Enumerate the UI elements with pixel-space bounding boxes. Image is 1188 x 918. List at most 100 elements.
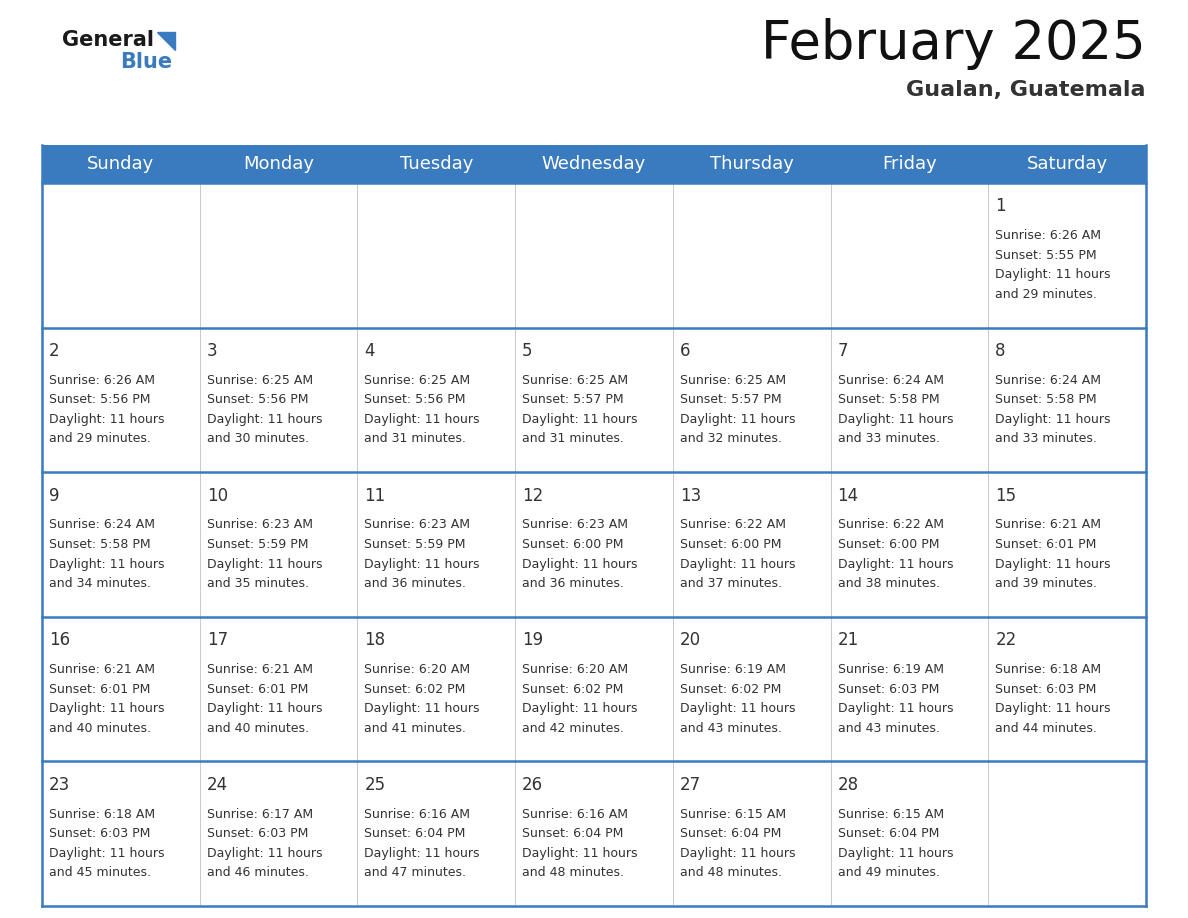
Text: Sunset: 6:03 PM: Sunset: 6:03 PM [207, 827, 308, 840]
Text: 24: 24 [207, 776, 228, 794]
Text: Sunrise: 6:26 AM: Sunrise: 6:26 AM [996, 230, 1101, 242]
Text: Daylight: 11 hours: Daylight: 11 hours [680, 702, 795, 715]
Bar [42, 328, 200, 472]
Text: 10: 10 [207, 487, 228, 505]
Bar [200, 183, 358, 328]
Text: and 33 minutes.: and 33 minutes. [838, 432, 940, 445]
Text: 15: 15 [996, 487, 1017, 505]
Bar [988, 472, 1146, 617]
Text: Daylight: 11 hours: Daylight: 11 hours [49, 846, 164, 860]
Text: Daylight: 11 hours: Daylight: 11 hours [680, 557, 795, 570]
Text: Daylight: 11 hours: Daylight: 11 hours [838, 413, 953, 426]
Bar [358, 472, 516, 617]
Text: Sunset: 5:59 PM: Sunset: 5:59 PM [207, 538, 308, 551]
Text: and 49 minutes.: and 49 minutes. [838, 867, 940, 879]
Text: 28: 28 [838, 776, 859, 794]
Text: Saturday: Saturday [1026, 155, 1107, 173]
Text: Sunset: 6:03 PM: Sunset: 6:03 PM [838, 683, 939, 696]
Text: Sunrise: 6:18 AM: Sunrise: 6:18 AM [49, 808, 156, 821]
Bar [516, 617, 672, 761]
Text: Daylight: 11 hours: Daylight: 11 hours [996, 557, 1111, 570]
Text: Sunset: 6:01 PM: Sunset: 6:01 PM [49, 683, 151, 696]
Text: Daylight: 11 hours: Daylight: 11 hours [49, 702, 164, 715]
Bar [830, 328, 988, 472]
Text: Daylight: 11 hours: Daylight: 11 hours [838, 702, 953, 715]
Text: Daylight: 11 hours: Daylight: 11 hours [680, 413, 795, 426]
Text: Sunset: 6:00 PM: Sunset: 6:00 PM [838, 538, 939, 551]
Text: Sunrise: 6:15 AM: Sunrise: 6:15 AM [680, 808, 786, 821]
Text: Sunrise: 6:21 AM: Sunrise: 6:21 AM [49, 663, 154, 676]
Text: and 35 minutes.: and 35 minutes. [207, 577, 309, 590]
Text: February 2025: February 2025 [762, 18, 1146, 70]
Text: Sunrise: 6:20 AM: Sunrise: 6:20 AM [365, 663, 470, 676]
Text: General: General [62, 30, 154, 50]
Text: Daylight: 11 hours: Daylight: 11 hours [523, 846, 638, 860]
Text: Daylight: 11 hours: Daylight: 11 hours [680, 846, 795, 860]
Text: and 43 minutes.: and 43 minutes. [680, 722, 782, 734]
Bar [516, 472, 672, 617]
Text: 18: 18 [365, 632, 386, 649]
Text: Sunrise: 6:25 AM: Sunrise: 6:25 AM [680, 374, 786, 386]
Bar [358, 183, 516, 328]
Text: Sunset: 5:59 PM: Sunset: 5:59 PM [365, 538, 466, 551]
Text: 9: 9 [49, 487, 59, 505]
Bar [672, 761, 830, 906]
Text: Sunset: 6:02 PM: Sunset: 6:02 PM [680, 683, 782, 696]
Text: Sunset: 6:04 PM: Sunset: 6:04 PM [838, 827, 939, 840]
Bar [988, 617, 1146, 761]
Text: Sunrise: 6:21 AM: Sunrise: 6:21 AM [996, 519, 1101, 532]
Text: Daylight: 11 hours: Daylight: 11 hours [207, 702, 322, 715]
Text: Sunrise: 6:22 AM: Sunrise: 6:22 AM [680, 519, 785, 532]
Text: 1: 1 [996, 197, 1006, 216]
Text: Sunrise: 6:24 AM: Sunrise: 6:24 AM [996, 374, 1101, 386]
Text: and 46 minutes.: and 46 minutes. [207, 867, 309, 879]
Bar [42, 617, 200, 761]
Text: Daylight: 11 hours: Daylight: 11 hours [207, 846, 322, 860]
Text: and 39 minutes.: and 39 minutes. [996, 577, 1098, 590]
Text: Sunset: 5:57 PM: Sunset: 5:57 PM [523, 394, 624, 407]
Bar [830, 761, 988, 906]
Text: Sunrise: 6:21 AM: Sunrise: 6:21 AM [207, 663, 312, 676]
Text: Daylight: 11 hours: Daylight: 11 hours [838, 557, 953, 570]
Text: and 32 minutes.: and 32 minutes. [680, 432, 782, 445]
Text: Daylight: 11 hours: Daylight: 11 hours [838, 846, 953, 860]
Polygon shape [157, 32, 175, 50]
Text: and 30 minutes.: and 30 minutes. [207, 432, 309, 445]
Text: Sunrise: 6:18 AM: Sunrise: 6:18 AM [996, 663, 1101, 676]
Text: and 42 minutes.: and 42 minutes. [523, 722, 624, 734]
Text: 21: 21 [838, 632, 859, 649]
Bar [42, 183, 200, 328]
Text: and 48 minutes.: and 48 minutes. [680, 867, 782, 879]
Text: and 48 minutes.: and 48 minutes. [523, 867, 624, 879]
Text: Daylight: 11 hours: Daylight: 11 hours [207, 557, 322, 570]
Bar [42, 761, 200, 906]
Text: 14: 14 [838, 487, 859, 505]
Text: Sunset: 5:56 PM: Sunset: 5:56 PM [365, 394, 466, 407]
Text: 26: 26 [523, 776, 543, 794]
Bar [358, 761, 516, 906]
Text: Sunset: 6:04 PM: Sunset: 6:04 PM [680, 827, 782, 840]
Text: Sunrise: 6:15 AM: Sunrise: 6:15 AM [838, 808, 943, 821]
Bar [200, 472, 358, 617]
Bar [358, 617, 516, 761]
Text: Sunset: 5:57 PM: Sunset: 5:57 PM [680, 394, 782, 407]
Bar [516, 328, 672, 472]
Text: 19: 19 [523, 632, 543, 649]
Text: and 47 minutes.: and 47 minutes. [365, 867, 467, 879]
Text: Blue: Blue [120, 52, 172, 72]
Bar [42, 145, 1146, 183]
Bar [358, 328, 516, 472]
Text: 12: 12 [523, 487, 543, 505]
Text: 27: 27 [680, 776, 701, 794]
Bar [672, 472, 830, 617]
Text: Sunset: 6:00 PM: Sunset: 6:00 PM [523, 538, 624, 551]
Text: and 29 minutes.: and 29 minutes. [996, 288, 1098, 301]
Text: 11: 11 [365, 487, 386, 505]
Text: Daylight: 11 hours: Daylight: 11 hours [207, 413, 322, 426]
Text: Sunrise: 6:25 AM: Sunrise: 6:25 AM [207, 374, 312, 386]
Text: Sunset: 6:02 PM: Sunset: 6:02 PM [523, 683, 624, 696]
Text: Sunrise: 6:24 AM: Sunrise: 6:24 AM [838, 374, 943, 386]
Text: 5: 5 [523, 342, 532, 360]
Text: and 43 minutes.: and 43 minutes. [838, 722, 940, 734]
Text: Sunset: 6:03 PM: Sunset: 6:03 PM [996, 683, 1097, 696]
